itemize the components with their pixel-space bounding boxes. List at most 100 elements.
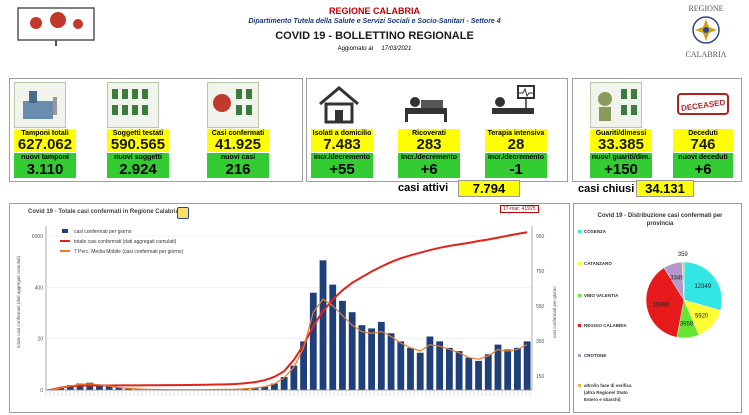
testing-icon [14,82,66,128]
chart-badge-icon [177,207,189,219]
daily-cases-bar [251,388,259,390]
tile-sub-label: nuovi guariti/dim. [590,153,652,162]
bulletin-title: COVID 19 - BOLLETTINO REGIONALE [275,30,474,42]
tile-value: 590.565 [107,137,169,152]
updated-label: Aggiornato al [337,46,373,52]
pie-legend-label-cont: (altra Regione/ Stato [584,390,628,395]
active-cases-value: 7.794 [458,180,520,197]
tile-label: Ricoverati [398,129,460,138]
tile-sub-value: -1 [485,162,547,178]
daily-cases-bar [416,352,424,390]
tile-sub-value: 216 [207,162,269,178]
pie-slice [683,261,723,311]
daily-cases-bar [309,292,317,390]
tile-sub-label: nuovi deceduti [673,153,733,162]
pie-legend-swatch [578,230,581,233]
right-axis-label: casi confermati per giorno [552,286,557,338]
closed-cases-value: 34.131 [636,180,694,197]
daily-cases-bar [397,341,405,390]
updated-date: 17/03/2021 [381,46,412,52]
left-tick-label: 6000 [32,234,43,240]
left-axis-label: totale casi confermati (dati aggregati c… [16,255,21,348]
daily-cases-bar [455,351,463,390]
pie-legend-swatch [578,324,581,327]
tile-value: 41.925 [207,137,269,152]
pie-value-label: 3349 [670,276,684,282]
pie-legend-label: COSENZA [584,229,607,234]
cumulative-line [50,231,528,391]
pie-legend-label: CROTONE [584,353,606,358]
updated-row: Aggiornato al 17/03/2021 [0,46,749,52]
daily-cases-bar [125,388,133,390]
daily-cases-bar [280,377,288,390]
main-chart: 0 20 400 6000 950 750 550 350 150 totale casi con… [16,226,557,396]
pie-legend-label: REGGIO CALABRIA [584,323,628,328]
legend-swatch [62,229,68,233]
daily-cases-bar [523,341,531,390]
legend-label: casi confermati per giorno [74,229,132,235]
pie-slice [681,261,685,301]
tile-sub-label: nuovi tamponi [14,153,76,162]
daily-cases-bar [300,341,307,390]
tile-value: 33.385 [590,137,652,152]
daily-cases-bar [436,341,444,390]
pie-value-label: 12349 [694,284,711,290]
tile-label: Isolati a domicilio [311,129,373,138]
right-tick-label: 950 [536,234,545,240]
tile-label: Casi confermati [207,129,269,138]
daily-cases-bar [115,387,123,390]
legend-label: totale casi confermati (dati aggregati c… [74,239,177,245]
daily-cases-bar [57,387,64,390]
daily-cases-bar [261,386,269,390]
tile-value: 283 [398,137,460,152]
left-tick-label: 400 [35,285,44,291]
daily-cases-bar [377,321,385,390]
daily-cases-bar [465,357,473,390]
confirmed-cases-icon [207,82,259,128]
tile-sub-value: 2.924 [107,162,169,178]
tile-sub-label: incr./decremento [311,153,373,162]
tile-label: Deceduti [673,129,733,138]
region-title: REGIONE CALABRIA [328,6,420,16]
main-chart-title: Covid 19 - Totale casi confermati in Reg… [28,209,179,215]
legend-label: 7 Perc. Media Mobile (casi confermati pe… [74,249,184,255]
daily-cases-bar [475,360,482,390]
tile-value: 627.062 [14,137,76,152]
tile-sub-value: 3.110 [14,162,76,178]
right-tick-label: 150 [536,374,545,380]
deceased-icon: DECEASED [675,82,731,126]
tile-label: Terapia intensiva [485,129,547,138]
daily-cases-bar [329,284,337,390]
daily-cases-bar [271,383,278,390]
pie-legend-swatch [578,384,581,387]
tile-sub-value: +55 [311,162,373,178]
daily-cases-bar [504,349,512,390]
daily-cases-bar [290,365,298,390]
pie-legend-swatch [578,294,581,297]
tile-sub-label: nuovi casi [207,153,269,162]
pie-value-label: 15990 [652,302,669,308]
daily-cases-bar [387,333,395,390]
active-cases-label: casi attivi [398,182,449,194]
daily-cases-bar [484,354,492,390]
tested-people-icon [107,82,159,128]
tile-sub-label: incr./decremento [485,153,547,162]
tile-sub-label: incr./decremento [398,153,460,162]
tile-label: Tamponi totali [14,129,76,138]
daily-cases-bar [76,383,84,390]
right-tick-label: 350 [536,339,545,345]
moving-average-line [50,298,528,391]
daily-cases-bar [368,328,376,390]
pie-value-label: 5920 [695,314,709,320]
tile-value: 746 [673,137,733,152]
pie-legend-label: altro/in fase di verifica [584,383,632,388]
daily-cases-bar [494,344,502,390]
pie-legend-swatch [578,262,581,265]
daily-cases-bar [105,385,113,390]
left-tick-label: 20 [37,337,43,343]
hospitalized-icon [401,82,451,126]
pie-legend-label: CATANZARO [584,261,612,266]
intensive-care-icon [488,82,538,126]
pie-legend-swatch [578,354,581,357]
